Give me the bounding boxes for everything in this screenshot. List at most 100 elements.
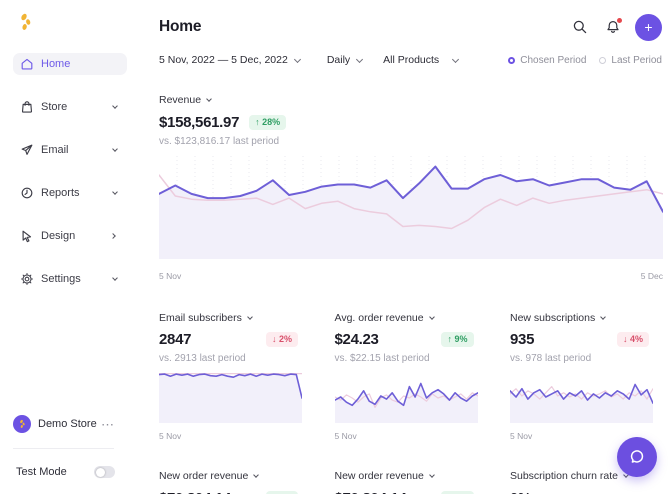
plus-icon: +: [644, 18, 653, 35]
chat-support-button[interactable]: [617, 437, 657, 477]
store-name: Demo Store: [38, 418, 97, 430]
gear-icon: [19, 272, 34, 287]
metric-cards: Email subscribers 2847 ↓ 2% vs. 2913 las…: [159, 312, 662, 441]
chevron-down-icon: [112, 189, 118, 195]
toggle-knob: [95, 467, 105, 477]
sidebar-item-reports[interactable]: Reports: [13, 182, 127, 204]
metric-value: $70,804.14: [335, 490, 407, 494]
granularity-value: Daily: [326, 54, 351, 66]
page-title: Home: [159, 18, 202, 35]
sidebar: Home Store Ema: [0, 0, 127, 494]
chevron-down-icon: [356, 55, 364, 63]
sidebar-item-label: Settings: [41, 273, 81, 285]
date-range-select[interactable]: 5 Nov, 2022 — 5 Dec, 2022: [159, 54, 301, 66]
vs-last-period: vs. 2913 last period: [159, 353, 246, 364]
sidebar-item-store[interactable]: Store: [13, 96, 127, 118]
filter-row: 5 Nov, 2022 — 5 Dec, 2022 Daily All Prod…: [159, 51, 662, 69]
revenue-value: $158,561.97: [159, 113, 240, 131]
sidebar-item-design[interactable]: Design: [13, 225, 127, 247]
axis-start-label: 5 Nov: [159, 271, 182, 281]
revenue-chart[interactable]: [158, 154, 664, 259]
revenue-chart-wrap: 5 Nov 5 Dec: [158, 154, 664, 281]
vs-last-period: vs. 978 last period: [510, 353, 592, 364]
date-range-value: 5 Nov, 2022 — 5 Dec, 2022: [159, 54, 288, 66]
new-subscriptions-chart[interactable]: [510, 371, 653, 423]
metric-select[interactable]: New order revenue: [335, 470, 478, 482]
legend-last-period[interactable]: Last Period: [599, 55, 662, 66]
metric-label: New subscriptions: [510, 312, 596, 324]
delta-badge: ↑ 9%: [441, 331, 474, 347]
metric-label: Revenue: [159, 94, 202, 106]
metric-value: 2847: [159, 330, 192, 348]
send-icon: [19, 143, 34, 158]
radio-unselected-icon: [599, 56, 607, 64]
logo-icon: [20, 419, 25, 428]
delta-badge: ↑ 8%: [265, 490, 298, 494]
chevron-down-icon: [428, 472, 435, 478]
metric-select[interactable]: New subscriptions: [510, 312, 653, 324]
search-icon[interactable]: [569, 16, 591, 38]
card-subscription-churn-rate: Subscription churn rate 0%: [510, 470, 653, 494]
metric-value: $24.23: [334, 330, 379, 348]
delta-badge: ↓ 2%: [265, 331, 298, 347]
app-logo[interactable]: [15, 12, 127, 39]
chevron-down-icon: [112, 275, 118, 281]
sidebar-item-email[interactable]: Email: [13, 139, 127, 161]
axis-start-label: 5 Nov: [334, 431, 357, 441]
products-select[interactable]: All Products: [383, 54, 460, 66]
metric-select[interactable]: New order revenue: [159, 470, 302, 482]
store-avatar: [13, 415, 31, 433]
sidebar-item-label: Design: [41, 230, 76, 242]
store-switcher[interactable]: Demo Store ⋯: [0, 407, 127, 441]
sidebar-item-label: Store: [41, 101, 68, 113]
axis-start-label: 5 Nov: [159, 431, 182, 441]
cursor-icon: [19, 229, 34, 244]
notifications-bell-icon[interactable]: [602, 16, 624, 38]
logo-icon: [21, 13, 31, 30]
delta-badge: ↓ 4%: [616, 331, 649, 347]
card-new-subscriptions: New subscriptions 935 ↓ 4% vs. 978 last …: [510, 312, 653, 441]
test-mode-row: Test Mode: [0, 462, 127, 482]
sidebar-item-settings[interactable]: Settings: [13, 268, 127, 290]
metric-label: Email subscribers: [159, 312, 242, 324]
create-new-button[interactable]: +: [635, 13, 662, 41]
topbar-actions: +: [569, 13, 662, 41]
bottom-metric-cards: New order revenue $70,804.14 ↑ 8% New or…: [159, 470, 662, 494]
avg-order-revenue-chart[interactable]: [334, 371, 478, 423]
chevron-down-icon: [452, 55, 460, 63]
radio-selected-icon: [508, 56, 516, 64]
metric-select[interactable]: Avg. order revenue: [335, 312, 478, 324]
chevron-right-icon: [110, 233, 116, 239]
test-mode-toggle[interactable]: [94, 466, 115, 478]
card-avg-order-revenue: Avg. order revenue $24.23 ↑ 9% vs. $22.1…: [334, 312, 478, 441]
sidebar-item-home[interactable]: Home: [13, 53, 127, 75]
chevron-down-icon: [247, 314, 253, 320]
metric-value: 0%: [510, 490, 531, 494]
home-icon: [19, 57, 34, 72]
delta-badge: ↑ 8%: [441, 490, 474, 494]
delta-badge: ↑ 28%: [249, 114, 287, 130]
granularity-select[interactable]: Daily: [326, 54, 364, 66]
chevron-down-icon: [428, 314, 435, 320]
more-icon[interactable]: ⋯: [101, 416, 115, 432]
notification-dot: [617, 18, 622, 23]
legend-chosen-period[interactable]: Chosen Period: [508, 55, 586, 66]
revenue-section: Revenue $158,561.97 ↑ 28% vs. $123,816.1…: [159, 94, 662, 147]
card-email-subscribers: Email subscribers 2847 ↓ 2% vs. 2913 las…: [159, 312, 302, 441]
test-mode-label: Test Mode: [16, 466, 67, 478]
metric-select[interactable]: Email subscribers: [159, 312, 302, 324]
sidebar-item-label: Reports: [41, 187, 80, 199]
card-new-order-revenue-1: New order revenue $70,804.14 ↑ 8%: [159, 470, 302, 494]
sidebar-nav: Home Store Ema: [0, 53, 127, 290]
sidebar-divider: [13, 448, 114, 449]
topbar: Home +: [159, 12, 662, 42]
axis-start-label: 5 Nov: [510, 431, 533, 441]
email-subscribers-chart[interactable]: [159, 371, 302, 423]
axis-end-label: 5 Dec: [640, 271, 663, 281]
metric-select[interactable]: Subscription churn rate: [510, 470, 653, 482]
metric-value: $70,804.14: [159, 490, 231, 494]
chevron-down-icon: [293, 55, 301, 63]
revenue-metric-select[interactable]: Revenue: [159, 94, 662, 106]
metric-label: New order revenue: [334, 470, 424, 482]
metric-value: 935: [510, 330, 535, 348]
